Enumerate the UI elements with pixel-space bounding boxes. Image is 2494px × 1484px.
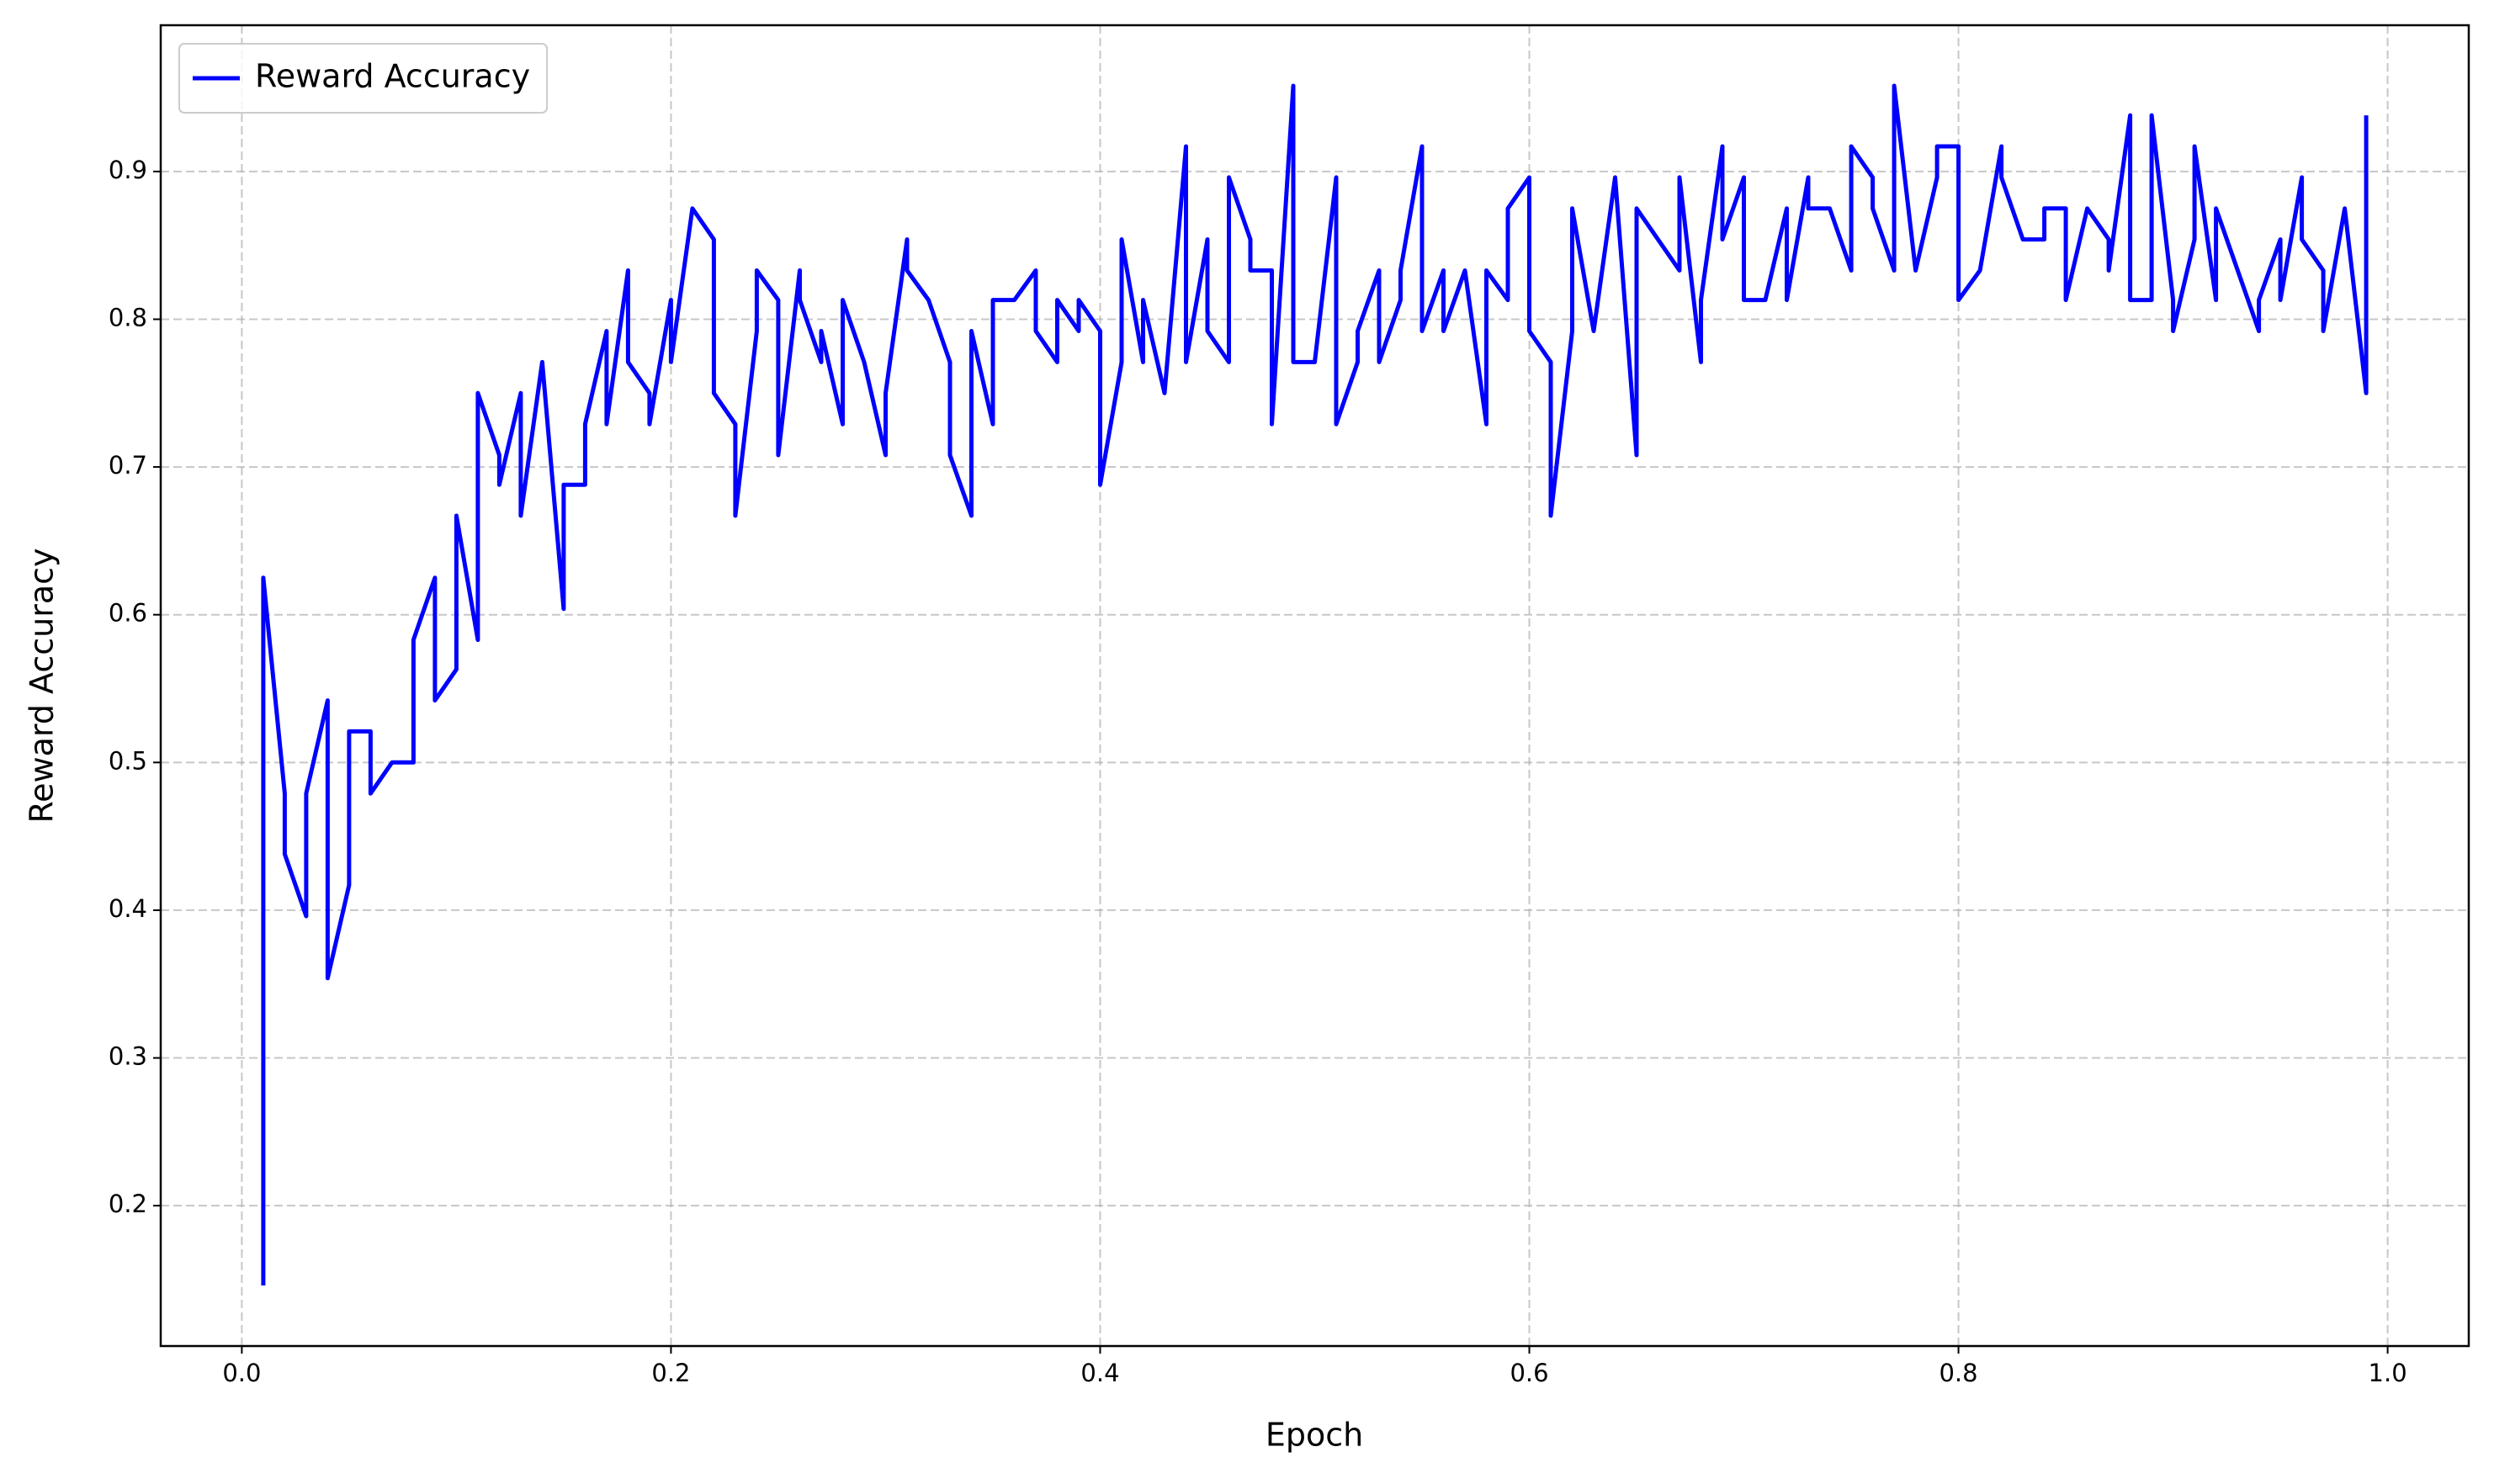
grid [161,25,2469,1346]
legend-box [178,43,549,114]
y-tick-label: 0.8 [109,303,147,331]
x-tick-label: 0.8 [1939,1359,1977,1387]
x-tick-label: 0.4 [1080,1359,1119,1387]
x-tick-label: 0.2 [651,1359,690,1387]
y-tick-label: 0.7 [109,451,147,480]
y-tick-label: 0.6 [109,599,147,628]
plot-frame [159,24,2470,1348]
y-axis-label: Reward Accuracy [24,548,61,823]
y-tick-label: 0.5 [109,746,147,775]
x-tick-label: 0.0 [222,1359,261,1387]
x-tick-label: 0.6 [1510,1359,1548,1387]
data-line [261,83,2369,1285]
x-axis-label: Epoch [1266,1417,1363,1454]
legend-label: Reward Accuracy [255,58,530,95]
y-tick-label: 0.3 [109,1042,147,1071]
y-tick-label: 0.2 [109,1190,147,1218]
y-tick-label: 0.9 [109,156,147,184]
x-tick-label: 1.0 [2369,1359,2407,1387]
plot [261,83,2369,1285]
y-tick-label: 0.4 [109,894,147,923]
